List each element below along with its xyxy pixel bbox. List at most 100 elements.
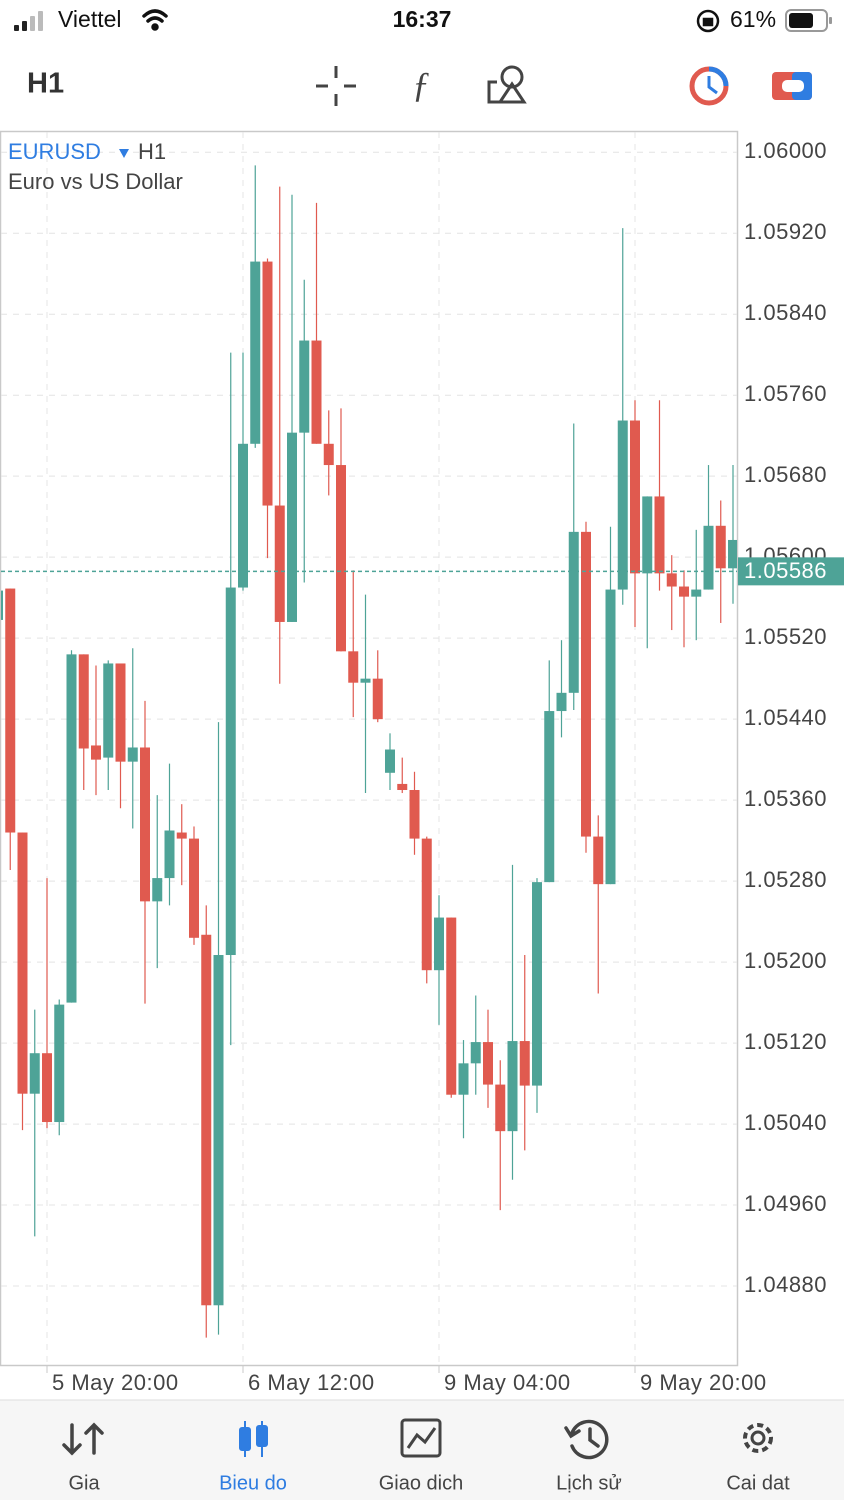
x-tick-label: 9 May 04:00	[444, 1370, 571, 1395]
tab-label[interactable]: Lịch sử	[556, 1472, 622, 1494]
candle-body	[250, 261, 261, 444]
candle-body	[164, 830, 175, 879]
last-price-label: 1.05586	[744, 558, 827, 583]
battery-icon	[785, 9, 832, 32]
trading-signals-button[interactable]	[689, 66, 729, 106]
signal-icon	[14, 11, 43, 31]
candle-body	[630, 420, 640, 574]
clock: 16:37	[393, 6, 452, 32]
symbol[interactable]: EURUSD	[8, 139, 101, 164]
candle-body	[127, 747, 138, 762]
candle-body	[78, 654, 89, 749]
candle-body	[617, 420, 628, 590]
candle-body	[679, 586, 689, 597]
candle-body	[213, 955, 224, 1306]
y-tick-label: 1.06000	[744, 138, 827, 163]
y-tick-label: 1.05200	[744, 948, 827, 973]
chart-frame	[0, 130, 739, 1367]
tab-label[interactable]: Bieu do	[219, 1472, 287, 1494]
candle-body	[372, 678, 383, 720]
candle-body	[581, 531, 591, 837]
x-tick-label: 6 May 12:00	[248, 1370, 375, 1395]
candle-body	[140, 747, 150, 902]
candle-body	[691, 589, 702, 597]
candle-body	[715, 525, 726, 569]
tab-label[interactable]: Gia	[68, 1472, 100, 1494]
candle-body	[5, 588, 16, 833]
candle-body	[91, 745, 101, 760]
chart-icon[interactable]	[239, 1421, 268, 1457]
candle-body	[311, 340, 322, 444]
one-click-button[interactable]	[772, 72, 812, 100]
candle-body	[1, 590, 3, 620]
candle-body	[66, 654, 77, 1003]
candle-body	[654, 496, 665, 574]
history-icon[interactable]	[564, 1419, 609, 1460]
candle-body	[385, 749, 395, 773]
candle-body	[336, 465, 346, 652]
candle-body	[507, 1041, 518, 1132]
y-tick-label: 1.05120	[744, 1029, 827, 1054]
tab-label[interactable]: Cai dat	[726, 1472, 790, 1494]
candle-body	[17, 832, 28, 1094]
last-price-tag	[738, 557, 844, 586]
y-tick-label: 1.04960	[744, 1191, 827, 1216]
candle-body	[642, 496, 653, 574]
x-tick-label: 9 May 20:00	[640, 1370, 767, 1395]
y-tick-label: 1.05360	[744, 786, 827, 811]
candle-body	[470, 1042, 481, 1064]
symbol-dropdown-arrow[interactable]	[119, 149, 129, 158]
rotation-lock-icon	[696, 9, 720, 33]
objects-button[interactable]	[487, 65, 527, 104]
candle-body	[201, 934, 212, 1306]
y-tick-label: 1.05520	[744, 624, 827, 649]
candle-body	[238, 443, 248, 588]
candle-body	[299, 340, 310, 433]
candle-body	[544, 711, 555, 883]
candle-body	[728, 539, 737, 569]
candle-body	[568, 531, 579, 693]
carrier: Viettel	[58, 6, 122, 32]
candle-body	[666, 573, 677, 587]
candle-body	[287, 432, 297, 622]
candle-body	[360, 678, 371, 683]
quotes-icon[interactable]	[62, 1422, 104, 1456]
candle-body	[421, 838, 432, 971]
candle-body	[115, 663, 126, 762]
y-tick-label: 1.05680	[744, 462, 827, 487]
candle-body	[495, 1084, 506, 1132]
tab-label[interactable]: Giao dich	[379, 1472, 464, 1494]
crosshair-button[interactable]	[316, 66, 356, 106]
candle-body	[262, 261, 273, 506]
y-tick-label: 1.05280	[744, 867, 827, 892]
candle-body	[397, 783, 408, 791]
candle-body	[519, 1041, 530, 1086]
candle-body	[103, 663, 114, 758]
candle-body	[274, 505, 285, 622]
candle-body	[556, 692, 567, 712]
y-tick-label: 1.04880	[744, 1272, 827, 1297]
wifi-icon	[142, 9, 168, 31]
candle-body	[605, 589, 616, 885]
y-tick-label: 1.05760	[744, 381, 827, 406]
candle-body	[42, 1053, 52, 1123]
candle-body	[323, 443, 334, 466]
indicators-button[interactable]: ƒ	[412, 64, 430, 104]
timeframe-button[interactable]: H1	[27, 68, 64, 100]
candle-body	[532, 882, 542, 1086]
candle-body	[434, 917, 444, 971]
candle-body	[225, 587, 236, 956]
symbol-description: Euro vs US Dollar	[8, 169, 183, 194]
battery-level: 61%	[730, 6, 776, 32]
candle-body	[176, 832, 187, 839]
settings-icon[interactable]	[743, 1423, 773, 1453]
tab-bar	[0, 1400, 844, 1500]
trade-icon[interactable]	[400, 1418, 442, 1458]
candle-body	[593, 836, 604, 885]
candle-body	[152, 878, 163, 902]
candle-body	[703, 525, 714, 590]
candle-body	[409, 790, 420, 839]
